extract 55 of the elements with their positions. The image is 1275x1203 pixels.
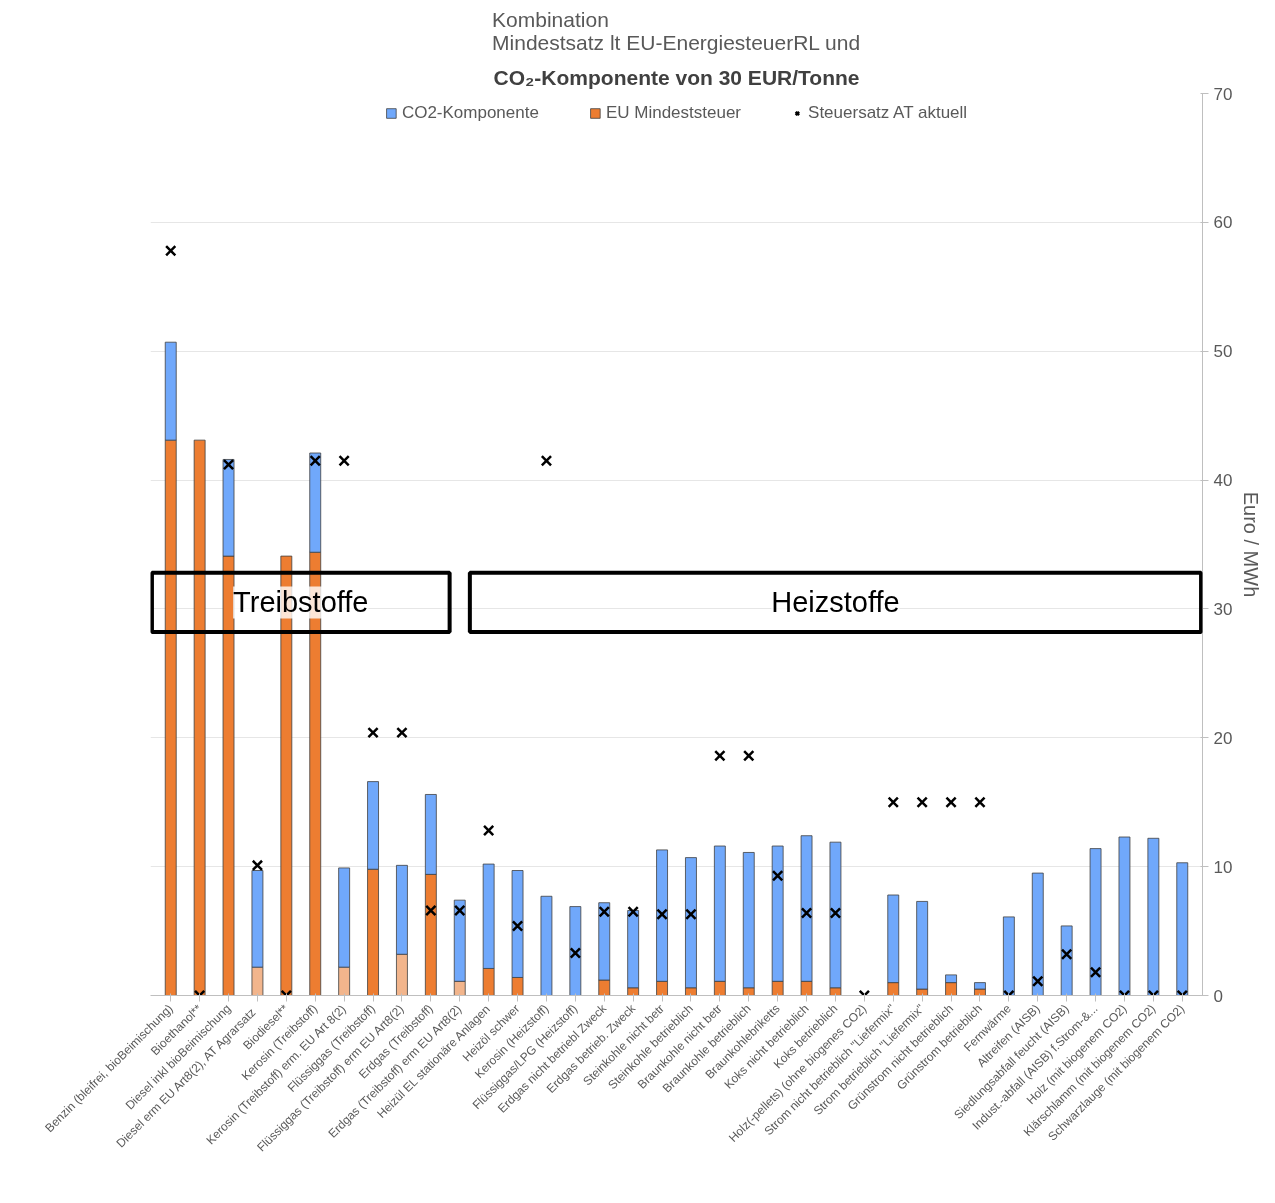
annotation: Treibstoffe [233, 586, 369, 619]
y-axis-title: Euro / MWh [1240, 491, 1263, 598]
bar [1060, 925, 1073, 996]
legend-label: Steuersatz AT aktuell [808, 103, 968, 123]
bar [1031, 872, 1044, 996]
y-tick-label: 60 [1213, 213, 1233, 233]
bar [1002, 916, 1015, 996]
bar [1147, 837, 1160, 996]
bar [540, 895, 553, 996]
bar [1176, 862, 1189, 996]
point [598, 905, 611, 918]
point [974, 796, 986, 809]
legend-label: CO2-Komponente [401, 103, 539, 123]
point [338, 454, 350, 467]
point [887, 796, 900, 809]
point [453, 904, 466, 917]
point [251, 859, 264, 872]
point [916, 796, 929, 809]
point [1060, 948, 1073, 961]
point [714, 749, 726, 762]
y-tick-label: 40 [1213, 471, 1233, 491]
point [1089, 966, 1102, 979]
y-tick-label: 0 [1213, 986, 1223, 1006]
point [829, 907, 842, 919]
point [1031, 975, 1044, 988]
point [222, 458, 235, 471]
point [309, 454, 322, 467]
point [800, 907, 813, 919]
point [685, 908, 697, 921]
bar [193, 439, 206, 996]
point [656, 908, 668, 921]
bar [1118, 836, 1131, 996]
chart-subtitle: CO₂-Komponente von 30 EUR/Tonne [493, 65, 860, 89]
point [627, 905, 639, 918]
y-tick-label: 50 [1213, 342, 1233, 362]
point [164, 244, 177, 257]
annotation: Heizstoffe [771, 586, 900, 619]
y-tick-label: 10 [1213, 857, 1233, 877]
point [945, 796, 957, 809]
y-tick-label: 70 [1213, 84, 1233, 104]
bar [569, 906, 582, 996]
point [482, 824, 495, 837]
point [367, 726, 379, 739]
point [511, 920, 524, 932]
y-tick-label: 30 [1213, 599, 1233, 619]
point [540, 454, 553, 467]
point [771, 869, 784, 882]
legend-label: EU Mindeststeuer [605, 103, 742, 123]
chart-title: Kombination Mindestsatz lt EU-EnergiesteuerRL und [492, 7, 861, 54]
point [396, 726, 408, 739]
bar [1089, 848, 1102, 996]
point [424, 904, 437, 917]
y-tick-label: 20 [1213, 728, 1233, 748]
point [742, 749, 755, 762]
point [569, 947, 582, 959]
